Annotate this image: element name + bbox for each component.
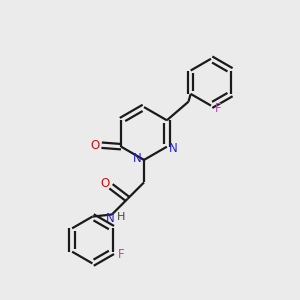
Text: F: F <box>118 248 124 261</box>
Text: H: H <box>117 212 126 223</box>
Text: O: O <box>100 177 109 190</box>
Text: N: N <box>106 212 115 225</box>
Text: F: F <box>215 102 222 115</box>
Text: N: N <box>169 142 178 155</box>
Text: O: O <box>90 139 100 152</box>
Text: N: N <box>133 152 142 165</box>
